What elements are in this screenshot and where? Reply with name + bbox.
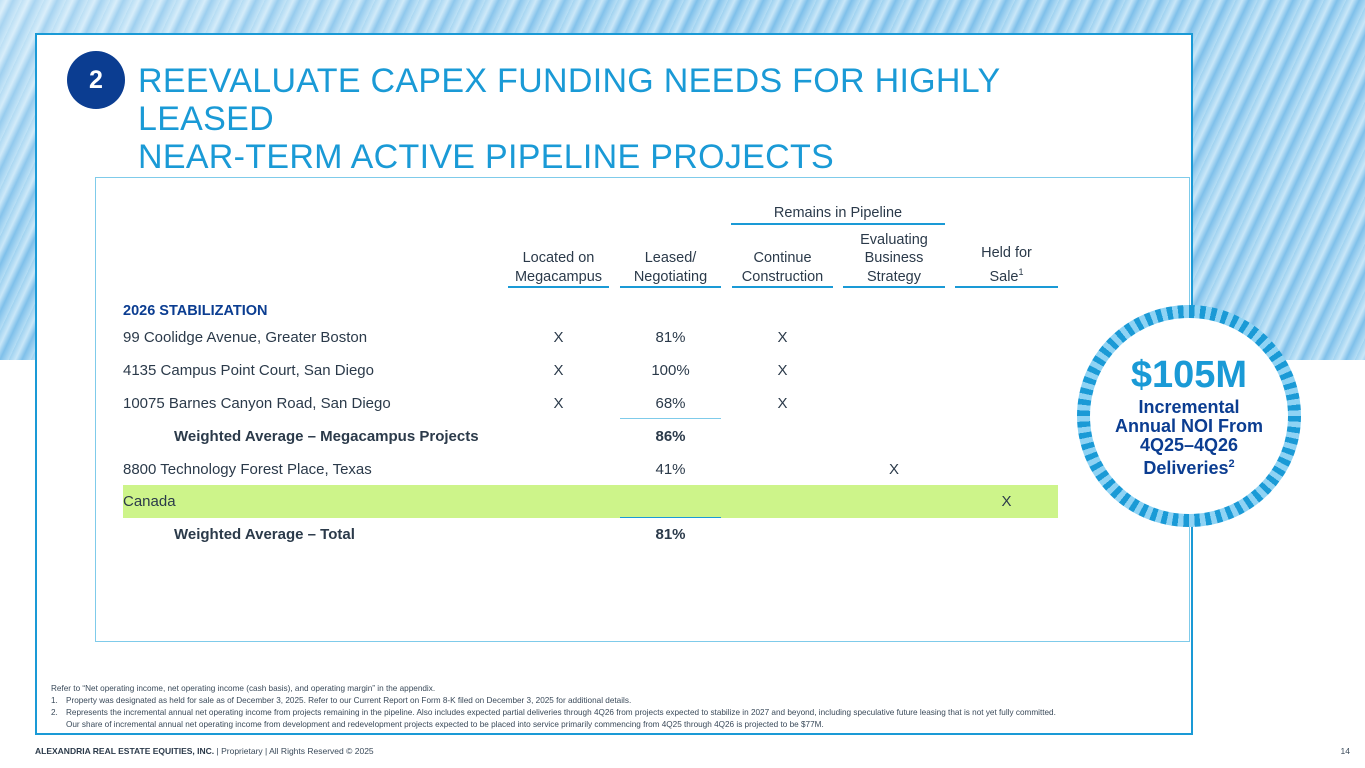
table-row: 4135 Campus Point Court, San Diego X 100…	[123, 354, 1058, 387]
col-header-megacampus: Located on Megacampus	[508, 226, 609, 288]
section-number-badge: 2	[67, 51, 125, 109]
page-number: 14	[1340, 746, 1350, 756]
col-header-leased: Leased/Negotiating	[620, 226, 721, 288]
col-header-held-for-sale: Held for Sale1	[955, 226, 1058, 288]
row-name: Weighted Average – Megacampus Projects	[174, 428, 479, 445]
row-name: 4135 Campus Point Court, San Diego	[123, 362, 374, 379]
title-line-2: NEAR-TERM ACTIVE PIPELINE PROJECTS	[138, 138, 834, 176]
subtotal-divider	[620, 418, 721, 419]
table-row-total: Weighted Average – Total 81%	[123, 518, 1058, 551]
callout-text: Incremental Annual NOI From 4Q25–4Q26 De…	[1115, 397, 1263, 478]
row-name: Canada	[123, 493, 176, 510]
footnote-intro: Refer to “Net operating income, net oper…	[51, 684, 436, 693]
row-name: Weighted Average – Total	[174, 526, 355, 543]
col-header-evaluating: Evaluating Business Strategy	[843, 226, 945, 288]
section-2026-stabilization: 2026 STABILIZATION	[123, 303, 268, 319]
row-name: 8800 Technology Forest Place, Texas	[123, 461, 372, 478]
table-row: 99 Coolidge Avenue, Greater Boston X 81%…	[123, 321, 1058, 354]
pipeline-table-box	[95, 177, 1190, 642]
total-divider	[620, 517, 721, 518]
title-line-1: REEVALUATE CAPEX FUNDING NEEDS FOR HIGHL…	[138, 62, 1000, 138]
footnote-2: 2. Represents the incremental annual net …	[51, 708, 1056, 717]
footnotes: Refer to “Net operating income, net oper…	[51, 683, 1291, 731]
table-row-highlighted: Canada X	[123, 485, 1058, 518]
footnote-1: 1. Property was designated as held for sa…	[51, 696, 632, 705]
row-name: 10075 Barnes Canyon Road, San Diego	[123, 395, 391, 412]
row-name: 99 Coolidge Avenue, Greater Boston	[123, 329, 368, 346]
table-row: 8800 Technology Forest Place, Texas 41% …	[123, 453, 1058, 486]
table-row-subtotal: Weighted Average – Megacampus Projects 8…	[123, 420, 1058, 453]
footnote-2-continued: Our share of incremental annual net oper…	[66, 720, 824, 729]
remains-in-pipeline-header: Remains in Pipeline	[731, 205, 945, 225]
noi-callout: $105M Incremental Annual NOI From 4Q25–4…	[1090, 318, 1288, 514]
col-header-continue-construction: Continue Construction	[732, 226, 833, 288]
table-row: 10075 Barnes Canyon Road, San Diego X 68…	[123, 387, 1058, 420]
slide-title: REEVALUATE CAPEX FUNDING NEEDS FOR HIGHL…	[138, 62, 1138, 176]
callout-amount: $105M	[1130, 354, 1248, 396]
footer-copyright: ALEXANDRIA REAL ESTATE EQUITIES, INC. | …	[35, 746, 374, 756]
